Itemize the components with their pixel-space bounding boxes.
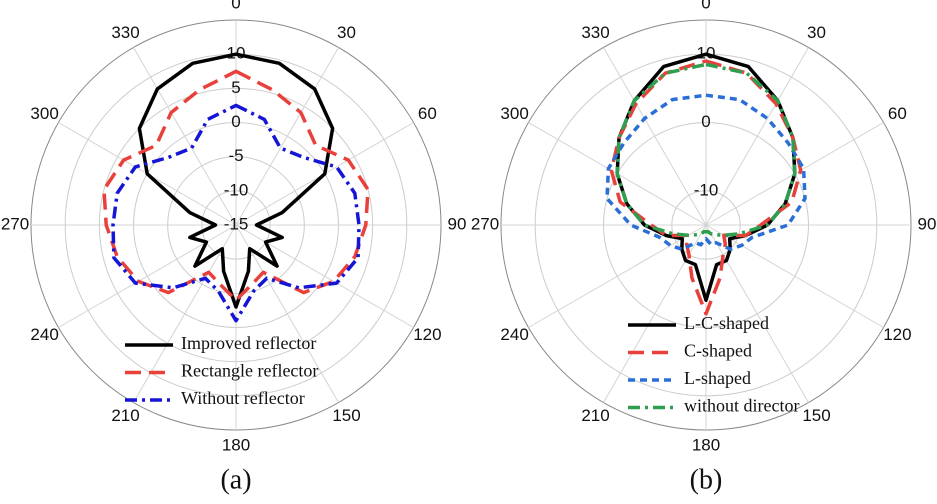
angle-tick-label: 330 bbox=[581, 23, 609, 42]
radial-tick-label: -10 bbox=[694, 180, 719, 199]
series-line bbox=[137, 52, 335, 309]
series-line bbox=[605, 93, 807, 251]
legend-label: without director bbox=[684, 396, 799, 416]
angle-tick-label: 180 bbox=[222, 435, 250, 454]
angle-tick-label: 150 bbox=[332, 406, 360, 425]
angle-tick-label: 0 bbox=[701, 0, 710, 12]
grid-spoke bbox=[133, 47, 237, 226]
legend-label: L-shaped bbox=[684, 368, 751, 388]
grid-spoke bbox=[58, 224, 237, 328]
series-line bbox=[102, 69, 370, 302]
grid-spoke bbox=[603, 47, 707, 226]
angle-tick-label: 330 bbox=[111, 23, 139, 42]
series-line bbox=[615, 62, 797, 238]
polar-chart: 0 30 60 90 120 150 180 210 240 270 300 330 -15 -10 -5 0… bbox=[1, 0, 467, 495]
angle-tick-label: 150 bbox=[802, 406, 830, 425]
angle-tick-label: 270 bbox=[471, 214, 499, 233]
series-line bbox=[609, 59, 803, 316]
grid-spoke bbox=[235, 224, 414, 328]
angle-tick-label: 120 bbox=[883, 325, 911, 344]
radial-tick-label: -5 bbox=[228, 146, 243, 165]
polar-chart: 0306090120150180210240270300330-10010L-C… bbox=[471, 0, 937, 495]
angle-tick-label: 210 bbox=[581, 406, 609, 425]
radial-tick-label: 5 bbox=[231, 78, 240, 97]
angle-tick-label: 90 bbox=[448, 214, 467, 233]
grid-spoke bbox=[705, 47, 809, 226]
legend-label: Rectangle reflector bbox=[181, 361, 318, 381]
angle-tick-label: 0 bbox=[231, 0, 240, 12]
angle-tick-label: 300 bbox=[500, 104, 528, 123]
legend-label: Without reflector bbox=[181, 388, 305, 408]
angle-tick-label: 180 bbox=[692, 435, 720, 454]
angle-tick-label: 300 bbox=[30, 104, 58, 123]
grid-spoke bbox=[705, 224, 884, 328]
grid-spoke bbox=[528, 224, 707, 328]
angle-tick-label: 240 bbox=[30, 325, 58, 344]
legend-label: C-shaped bbox=[684, 341, 752, 361]
angle-tick-label: 90 bbox=[918, 214, 937, 233]
radial-tick-label: 0 bbox=[231, 112, 240, 131]
angle-tick-label: 240 bbox=[500, 325, 528, 344]
angle-tick-label: 60 bbox=[888, 104, 907, 123]
radial-tick-label: -15 bbox=[224, 214, 249, 233]
angle-tick-label: 30 bbox=[337, 23, 356, 42]
angle-tick-label: 30 bbox=[807, 23, 826, 42]
panel-caption: (b) bbox=[690, 464, 723, 495]
grid-spoke bbox=[235, 224, 339, 403]
angle-tick-label: 210 bbox=[111, 406, 139, 425]
legend-label: L-C-shaped bbox=[684, 313, 769, 333]
angle-tick-label: 60 bbox=[418, 104, 437, 123]
panel-caption: (a) bbox=[220, 464, 251, 495]
radial-tick-label: -10 bbox=[224, 180, 249, 199]
legend-label: Improved reflector bbox=[181, 333, 316, 353]
grid-spoke bbox=[235, 47, 339, 226]
series-line bbox=[111, 103, 361, 323]
grid-spoke bbox=[705, 224, 809, 403]
radial-tick-label: 0 bbox=[701, 112, 710, 131]
angle-tick-label: 120 bbox=[413, 325, 441, 344]
angle-tick-label: 270 bbox=[1, 214, 29, 233]
